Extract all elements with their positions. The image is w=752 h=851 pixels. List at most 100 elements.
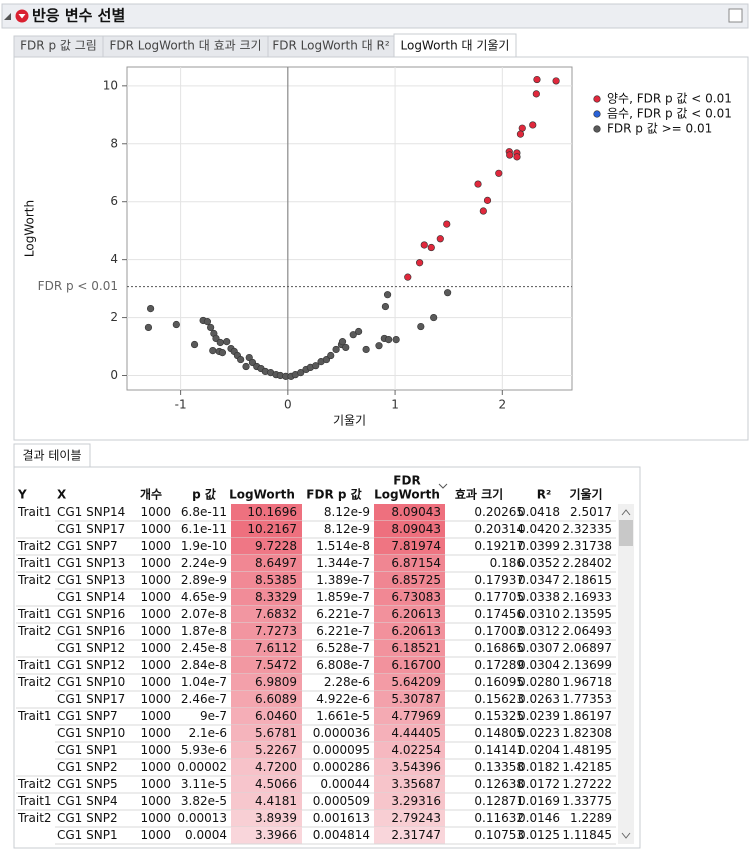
point: [146, 304, 155, 313]
table-cell: 0.186: [490, 556, 524, 570]
table-cell: CG1 SNP17: [57, 692, 125, 706]
table-cell: 8.6497: [255, 556, 297, 570]
heat-cell: [374, 589, 445, 606]
point: [385, 335, 393, 344]
table-cell: 0.16095: [474, 675, 524, 689]
table-cell: 0.15325: [474, 709, 524, 723]
collapse-icon[interactable]: [4, 13, 11, 20]
y-tick-label: 10: [103, 78, 118, 92]
table-cell: 0.0182: [518, 760, 560, 774]
table-cell: 7.6112: [255, 641, 297, 655]
table-cell: 0.0307: [518, 641, 560, 655]
table-cell: Trait2: [17, 777, 52, 791]
table-cell: 1.344e-7: [316, 556, 370, 570]
result-tab[interactable]: [13, 443, 91, 469]
table-cell: 0.17937: [474, 573, 524, 587]
heat-cell: [231, 657, 302, 674]
point: [474, 180, 482, 188]
table-cell: 6.9809: [255, 675, 297, 689]
point: [216, 338, 224, 347]
table-cell: Trait2: [17, 675, 52, 689]
table-cell: 6.221e-7: [316, 624, 370, 638]
table-cell: 0.12638: [474, 777, 524, 791]
point: [495, 169, 503, 177]
table-cell: CG1 SNP12: [57, 658, 125, 672]
table-cell: 10.2167: [247, 522, 297, 536]
table-cell: 0.0352: [518, 556, 560, 570]
table-cell: 1000: [140, 522, 171, 536]
scroll-up[interactable]: [621, 509, 631, 516]
tab-label: FDR LogWorth 대 효과 크기: [109, 39, 261, 53]
table-cell: 3.35687: [391, 777, 441, 791]
table-cell: 5.93e-6: [181, 743, 227, 757]
table-cell: 4.4181: [255, 794, 297, 808]
table-cell: CG1 SNP1: [57, 743, 118, 757]
table-cell: Trait1: [17, 556, 52, 570]
table-cell: 2.45e-8: [181, 641, 227, 655]
table-cell: 2.06493: [562, 624, 612, 638]
table-cell: 1.661e-5: [316, 709, 370, 723]
scrollbar-thumb[interactable]: [619, 520, 633, 546]
point: [529, 121, 537, 129]
point: [342, 343, 350, 352]
point: [297, 369, 305, 377]
table-cell: 1000: [140, 743, 171, 757]
point: [245, 353, 253, 362]
table-cell: 1.87e-8: [181, 624, 227, 638]
pin-icon[interactable]: [728, 8, 743, 23]
point: [190, 340, 199, 349]
table-cell: 0.001613: [313, 811, 370, 825]
table-cell: 4.7200: [255, 760, 297, 774]
column-header: Y: [17, 488, 27, 502]
table-cell: 3.8939: [255, 811, 297, 825]
point: [355, 327, 363, 336]
table-cell: 0.00013: [177, 811, 227, 825]
y-tick-label: 6: [110, 194, 118, 208]
heat-cell: [374, 623, 445, 640]
table-cell: 2.89e-9: [181, 573, 227, 587]
tab-bar: FDR p 값 그림 FDR LogWorth 대 효과 크기 FDR LogWor…: [13, 33, 517, 59]
table-cell: 1.42185: [562, 760, 612, 774]
table-cell: Trait2: [17, 811, 52, 825]
scroll-down[interactable]: [621, 832, 631, 839]
table-cell: 4.5066: [255, 777, 297, 791]
table-cell: 1000: [140, 658, 171, 672]
table-cell: 0.0146: [518, 811, 560, 825]
table-cell: CG1 SNP7: [57, 709, 118, 723]
table-cell: Trait2: [17, 573, 52, 587]
table-cell: 0.13358: [474, 760, 524, 774]
table-cell: Trait2: [17, 539, 52, 553]
menu-arrow: [18, 14, 26, 19]
table-cell: 8.09043: [391, 505, 441, 519]
table-cell: 0.19217: [474, 539, 524, 553]
y-tick-label: 4: [110, 252, 118, 266]
table-cell: 1.2289: [570, 811, 612, 825]
x-axis-label: 기울기: [333, 414, 366, 428]
table-cell: CG1 SNP2: [57, 760, 118, 774]
table-cell: 0.000509: [313, 794, 370, 808]
y-tick-label: 2: [110, 310, 118, 324]
table-cell: 2.28402: [562, 556, 612, 570]
table-cell: CG1 SNP10: [57, 675, 125, 689]
point: [338, 338, 347, 346]
table-cell: 1000: [140, 590, 171, 604]
table-cell: 0.15623: [474, 692, 524, 706]
column-header: X: [57, 488, 67, 502]
table-cell: 0.17289: [474, 658, 524, 672]
column-header: R²: [537, 488, 552, 502]
scrollbar[interactable]: [618, 504, 634, 844]
table-cell: 3.11e-5: [181, 777, 227, 791]
table-cell: 0.0204: [518, 743, 560, 757]
point: [207, 323, 215, 332]
table-cell: 0.0004: [185, 828, 227, 842]
table-cell: 1.04e-7: [181, 675, 227, 689]
point: [332, 345, 340, 354]
table-cell: 0.11632: [474, 811, 524, 825]
table-cell: 0.0169: [518, 794, 560, 808]
point: [479, 207, 487, 215]
point: [427, 243, 435, 252]
table-cell: 6.20613: [391, 624, 441, 638]
table-cell: 0.17456: [474, 607, 524, 621]
table-cell: 0.14805: [474, 726, 524, 740]
table-cell: CG1 SNP16: [57, 624, 125, 638]
